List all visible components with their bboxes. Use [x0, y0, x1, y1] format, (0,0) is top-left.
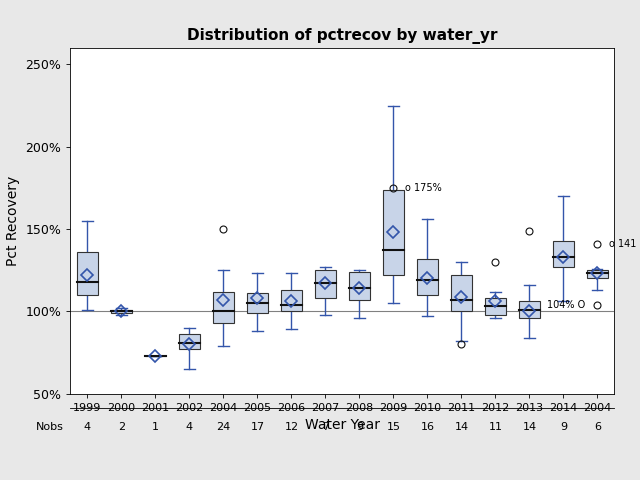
Bar [77, 252, 97, 295]
Text: 1: 1 [152, 422, 159, 432]
Title: Distribution of pctrecov by water_yr: Distribution of pctrecov by water_yr [187, 28, 498, 44]
Bar [451, 275, 472, 312]
Bar [247, 293, 268, 313]
Bar [383, 190, 404, 275]
Text: 12: 12 [284, 422, 298, 432]
Bar [588, 270, 607, 278]
Bar [281, 290, 301, 312]
Text: Nobs: Nobs [36, 422, 64, 432]
Text: 14: 14 [522, 422, 536, 432]
Text: 2: 2 [118, 422, 125, 432]
Text: 11: 11 [488, 422, 502, 432]
Text: 24: 24 [216, 422, 230, 432]
Text: o 141: o 141 [609, 239, 637, 249]
Bar [349, 272, 369, 300]
Text: 4: 4 [84, 422, 91, 432]
Text: 6: 6 [594, 422, 601, 432]
Text: 104% O: 104% O [547, 300, 586, 310]
Bar [417, 259, 438, 295]
Text: 9: 9 [356, 422, 363, 432]
Text: 9: 9 [560, 422, 567, 432]
Text: 16: 16 [420, 422, 435, 432]
Text: 7: 7 [322, 422, 329, 432]
Text: 17: 17 [250, 422, 264, 432]
Text: 15: 15 [387, 422, 401, 432]
Bar [213, 291, 234, 323]
Text: 14: 14 [454, 422, 468, 432]
Text: o 175%: o 175% [405, 183, 442, 193]
Bar [316, 270, 335, 298]
X-axis label: Water Year: Water Year [305, 418, 380, 432]
Text: 4: 4 [186, 422, 193, 432]
Bar [111, 310, 132, 313]
Bar [553, 240, 573, 267]
Y-axis label: Pct Recovery: Pct Recovery [6, 176, 20, 266]
Bar [179, 335, 200, 349]
Bar [519, 301, 540, 318]
Bar [485, 298, 506, 314]
